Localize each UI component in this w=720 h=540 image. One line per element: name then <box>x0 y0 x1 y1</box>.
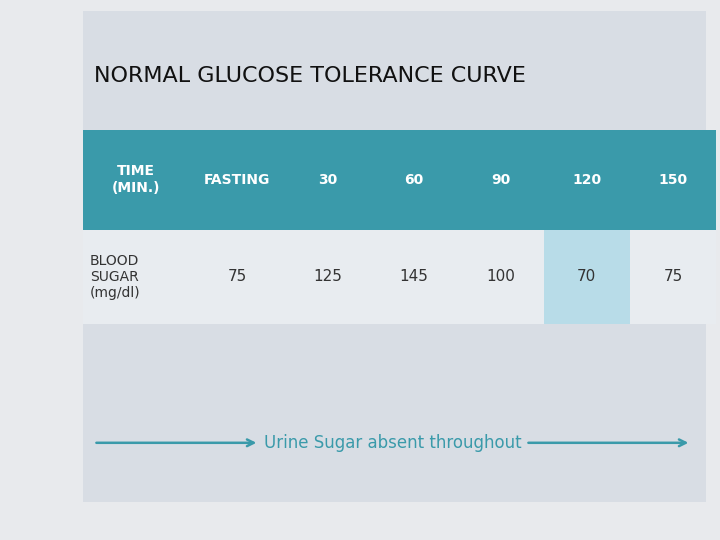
Text: 145: 145 <box>400 269 428 284</box>
Text: 75: 75 <box>228 269 246 284</box>
Text: 75: 75 <box>664 269 683 284</box>
Bar <box>544 230 630 324</box>
Bar <box>83 230 716 324</box>
Bar <box>83 11 706 502</box>
Text: 150: 150 <box>659 173 688 186</box>
Text: 30: 30 <box>318 173 337 186</box>
Bar <box>83 130 716 230</box>
Text: BLOOD
SUGAR
(mg/dl): BLOOD SUGAR (mg/dl) <box>90 254 140 300</box>
Text: FASTING: FASTING <box>204 173 270 186</box>
Text: 120: 120 <box>572 173 601 186</box>
Text: 70: 70 <box>577 269 596 284</box>
Text: Urine Sugar absent throughout: Urine Sugar absent throughout <box>264 434 521 452</box>
Text: 60: 60 <box>405 173 423 186</box>
Text: NORMAL GLUCOSE TOLERANCE CURVE: NORMAL GLUCOSE TOLERANCE CURVE <box>94 66 526 86</box>
Text: 90: 90 <box>491 173 510 186</box>
Text: 125: 125 <box>313 269 342 284</box>
Text: TIME
(MIN.): TIME (MIN.) <box>112 164 161 195</box>
Text: 100: 100 <box>486 269 515 284</box>
